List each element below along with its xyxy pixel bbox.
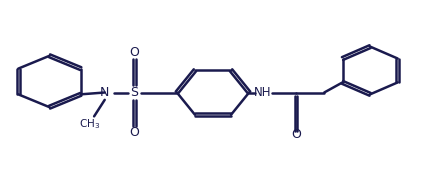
Text: O: O <box>130 126 139 139</box>
Text: O: O <box>130 46 139 59</box>
Text: NH: NH <box>254 86 272 99</box>
Text: O: O <box>291 128 301 141</box>
Text: CH$_3$: CH$_3$ <box>79 117 101 131</box>
Text: N: N <box>100 86 109 99</box>
Text: S: S <box>130 86 138 99</box>
